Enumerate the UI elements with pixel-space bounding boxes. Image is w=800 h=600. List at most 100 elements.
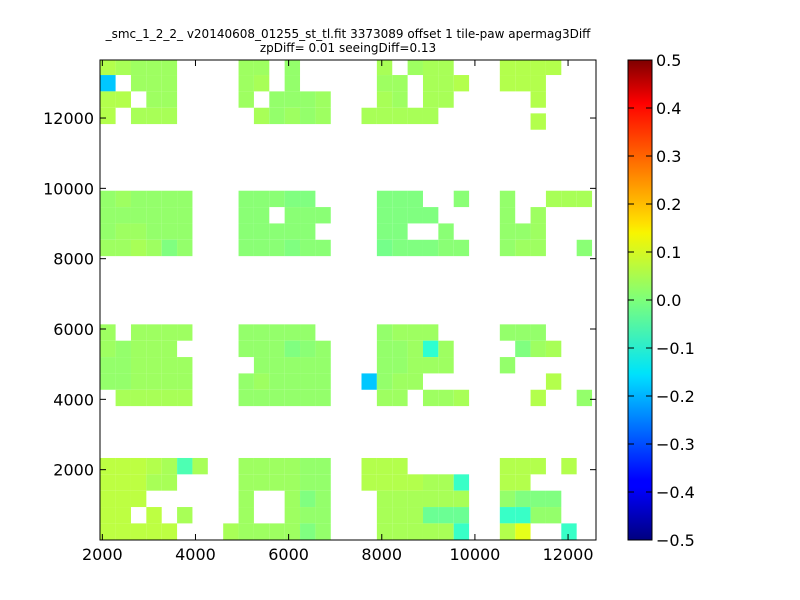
heatmap-cell xyxy=(530,75,546,92)
heatmap-cell xyxy=(115,523,131,540)
heatmap-cell xyxy=(392,107,408,125)
heatmap-cell xyxy=(238,324,254,341)
heatmap-cell xyxy=(530,457,546,475)
x-tick-label: 2000 xyxy=(82,545,123,564)
heatmap-cell xyxy=(177,190,193,208)
heatmap-cell xyxy=(515,490,531,508)
heatmap-cell xyxy=(238,474,254,491)
heatmap-cell xyxy=(300,223,316,240)
heatmap-cell xyxy=(146,190,162,208)
heatmap-cell xyxy=(146,239,162,257)
heatmap-cell xyxy=(100,60,116,76)
heatmap-cell xyxy=(422,490,439,508)
heatmap-cell xyxy=(130,207,147,224)
heatmap-cell xyxy=(238,75,254,92)
heatmap-cell xyxy=(453,507,470,524)
heatmap-cell xyxy=(115,239,131,257)
heatmap-cell xyxy=(453,490,470,508)
heatmap-cell xyxy=(161,373,178,390)
heatmap-cell xyxy=(422,239,439,257)
heatmap-cell xyxy=(253,389,270,407)
y-tick-label: 12000 xyxy=(43,109,94,128)
heatmap-cell xyxy=(269,223,285,240)
heatmap-cell xyxy=(269,324,285,341)
heatmap-cell xyxy=(300,490,316,508)
heatmap-cell xyxy=(100,207,116,224)
heatmap-cell xyxy=(300,324,316,341)
heatmap-cell xyxy=(422,324,439,341)
heatmap-cell xyxy=(300,190,316,208)
heatmap-cell xyxy=(146,373,162,390)
heatmap-cell xyxy=(177,207,193,224)
heatmap-cell xyxy=(407,190,423,208)
heatmap-cell xyxy=(300,389,316,407)
heatmap-cell xyxy=(100,91,116,108)
heatmap-cell xyxy=(130,490,147,508)
heatmap-cell xyxy=(407,207,423,224)
heatmap-cell xyxy=(115,373,131,390)
heatmap-cell xyxy=(253,190,270,208)
heatmap-cell xyxy=(499,239,516,257)
heatmap-cell xyxy=(438,507,454,524)
heatmap-cell xyxy=(315,523,331,540)
heatmap-cell xyxy=(376,75,393,92)
heatmap-cell xyxy=(177,239,193,257)
heatmap-cell xyxy=(392,523,408,540)
heatmap-cell xyxy=(392,389,408,407)
heatmap-cell xyxy=(515,523,531,540)
heatmap-cell xyxy=(284,523,301,540)
heatmap-cell xyxy=(130,190,147,208)
heatmap-cell xyxy=(499,60,516,76)
heatmap-cell xyxy=(515,457,531,475)
heatmap-cell xyxy=(130,340,147,358)
heatmap-cell xyxy=(422,60,439,76)
heatmap-cell xyxy=(407,523,423,540)
heatmap-cell xyxy=(392,373,408,390)
x-axis: 2000 4000 6000 8000 10000 12000 xyxy=(82,60,594,564)
heatmap-cell xyxy=(100,507,116,524)
heatmap-cell xyxy=(238,190,254,208)
heatmap-cell xyxy=(161,457,178,475)
heatmap-cell xyxy=(515,324,531,341)
heatmap-cell xyxy=(376,507,393,524)
heatmap-cell xyxy=(392,75,408,92)
heatmap-cell xyxy=(130,324,147,341)
heatmap-cell xyxy=(545,60,562,76)
heatmap-cell xyxy=(407,107,423,125)
heatmap-cell xyxy=(392,239,408,257)
heatmap-cell xyxy=(300,523,316,540)
heatmap-cell xyxy=(361,107,377,125)
heatmap-cell xyxy=(315,340,331,358)
heatmap-cell xyxy=(161,239,178,257)
heatmap-cell xyxy=(253,457,270,475)
heatmap-cell xyxy=(177,223,193,240)
heatmap-cell xyxy=(161,75,178,92)
heatmap-cell xyxy=(161,523,178,540)
heatmap-cell xyxy=(269,340,285,358)
heatmap-cell xyxy=(253,340,270,358)
x-tick-label: 4000 xyxy=(175,545,216,564)
colorbar-tick-label: −0.2 xyxy=(656,387,695,406)
heatmap-cell xyxy=(315,389,331,407)
heatmap-cell xyxy=(453,474,470,491)
heatmap-cell xyxy=(499,223,516,240)
heatmap-cell xyxy=(438,389,454,407)
heatmap-cell xyxy=(269,357,285,374)
heatmap-cell xyxy=(561,190,577,208)
colorbar-tick-label: 0.0 xyxy=(656,291,681,310)
heatmap-cell xyxy=(300,357,316,374)
heatmap-cell xyxy=(130,239,147,257)
heatmap-cell xyxy=(422,474,439,491)
heatmap-cell xyxy=(315,107,331,125)
heatmap-cell xyxy=(376,324,393,341)
heatmap-cell xyxy=(284,389,301,407)
heatmap-cell xyxy=(300,340,316,358)
heatmap-cell xyxy=(315,457,331,475)
y-tick-label: 8000 xyxy=(53,250,94,269)
heatmap-cell xyxy=(253,373,270,390)
heatmap-cell xyxy=(407,507,423,524)
heatmap-cell xyxy=(146,223,162,240)
heatmap-cell xyxy=(100,107,116,125)
heatmap-cell xyxy=(315,91,331,108)
heatmap-cell xyxy=(392,457,408,475)
